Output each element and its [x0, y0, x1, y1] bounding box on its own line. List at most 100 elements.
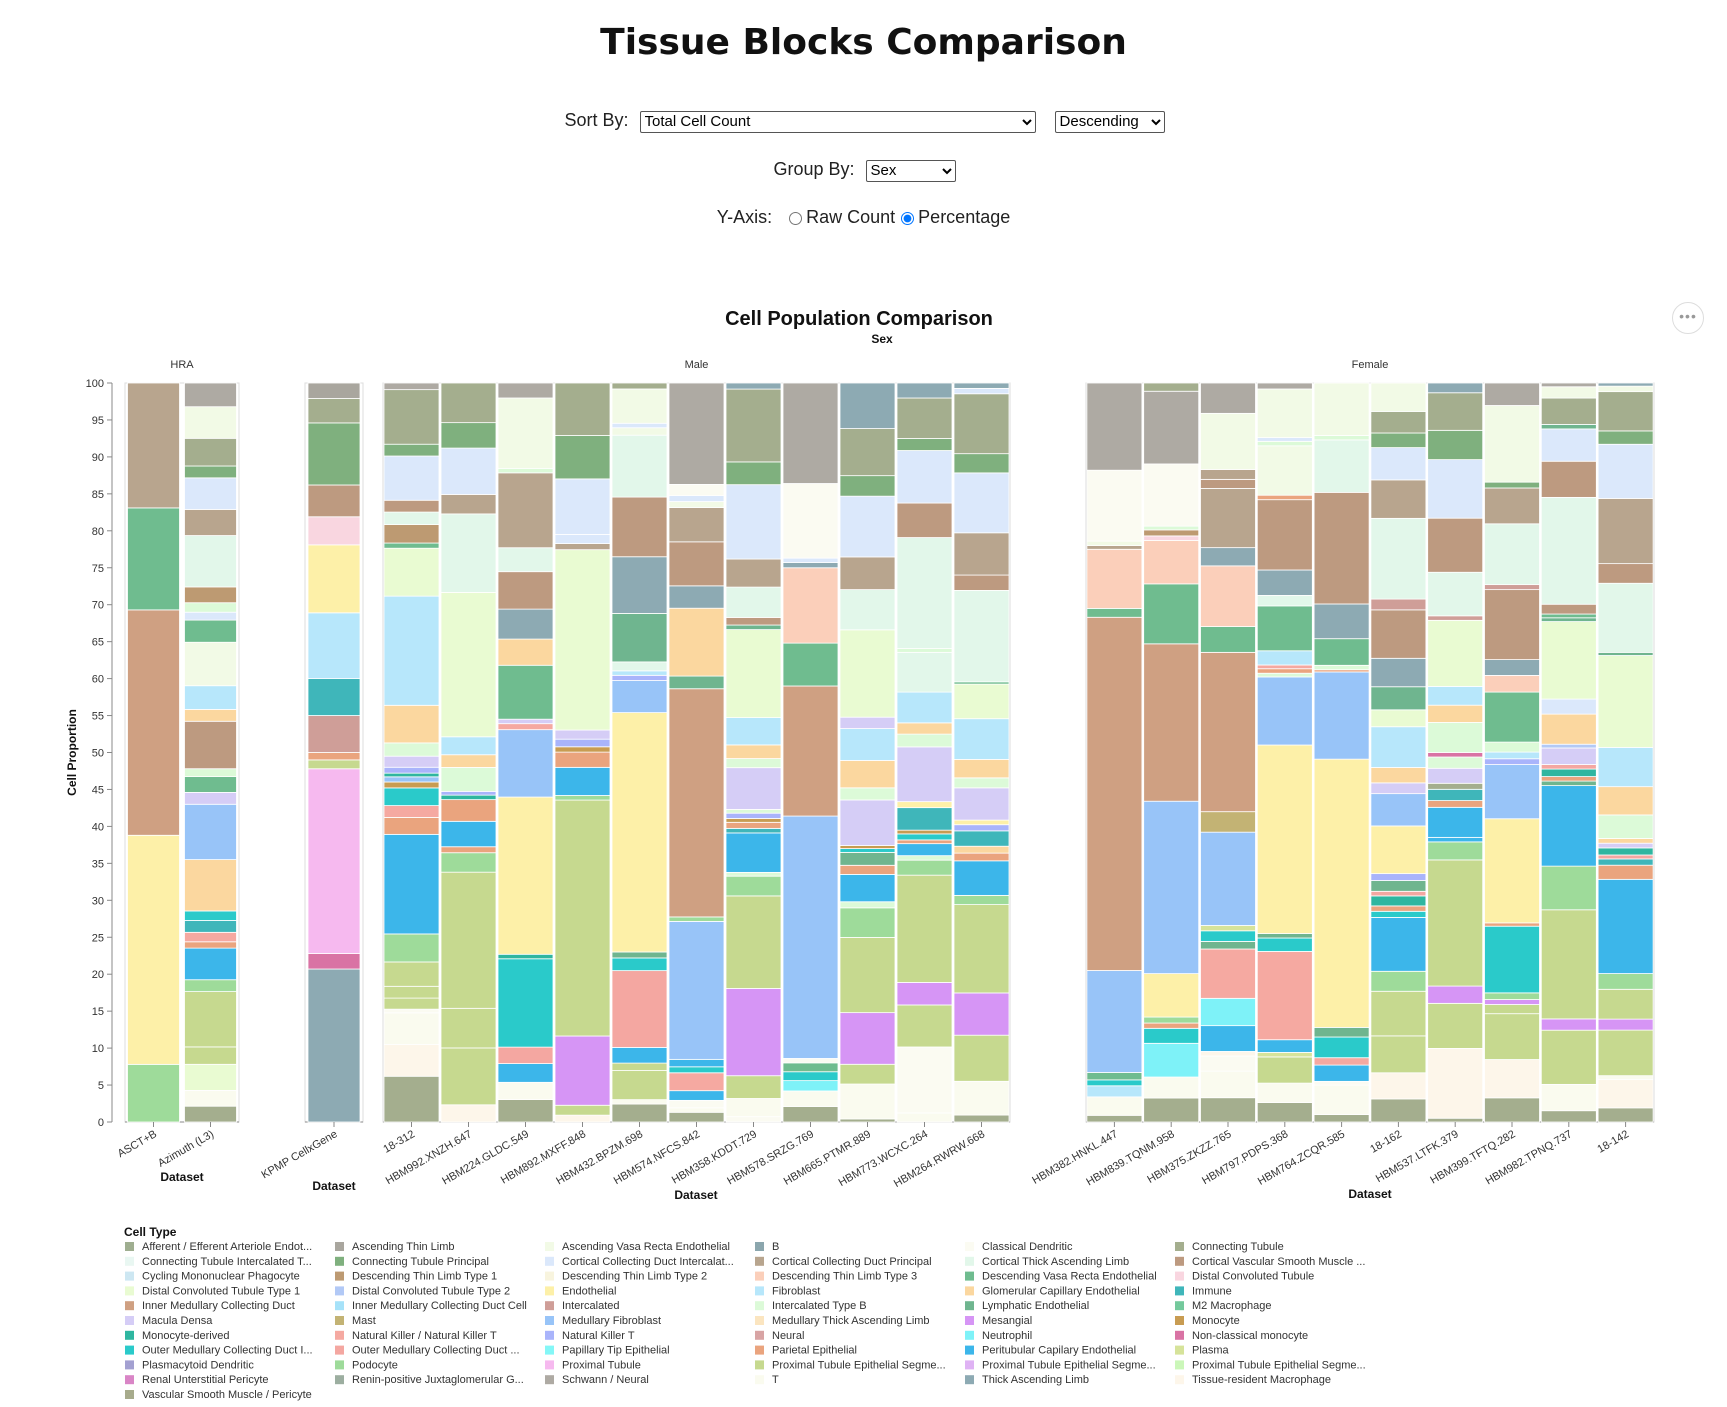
bar-segment: [611, 434, 668, 498]
bar-segment: [1370, 411, 1427, 434]
bar-segment: [184, 776, 237, 793]
bar-segment: [1484, 1004, 1540, 1015]
bar-segment: [1256, 672, 1313, 678]
legend-swatch: [755, 1375, 764, 1385]
bar-segment: [1256, 499, 1313, 571]
bar-segment: [554, 746, 611, 753]
legend-swatch: [335, 1286, 344, 1296]
bar-segment: [725, 821, 782, 829]
bar-segment: [839, 716, 896, 729]
legend-label: Inner Medullary Collecting Duct Cell: [352, 1300, 527, 1312]
bar-segment: [1540, 768, 1597, 777]
y-tick-label: 75: [92, 563, 104, 575]
bar-segment: [127, 609, 180, 836]
bar-segment: [497, 718, 554, 725]
legend-swatch: [545, 1286, 554, 1296]
sort-by-select[interactable]: Total Cell Count: [639, 110, 1036, 133]
x-tick-label: ASCT+B: [116, 1128, 159, 1160]
bar-segment: [1086, 1072, 1143, 1081]
legend-swatch: [125, 1390, 134, 1399]
bar-segment: [383, 511, 440, 526]
bar-segment: [1540, 713, 1597, 745]
bar-segment: [1540, 780, 1597, 787]
legend-swatch: [125, 1256, 134, 1266]
bar-segment: [1200, 412, 1256, 470]
legend-label: Distal Convoluted Tubule: [1192, 1271, 1314, 1283]
bar-segment: [1540, 743, 1597, 749]
bar-segment: [440, 790, 497, 796]
bar-segment: [725, 461, 782, 486]
bar-segment: [725, 1098, 782, 1118]
legend-label: Cortical Collecting Duct Principal: [772, 1256, 932, 1268]
bar-segment: [1427, 459, 1484, 519]
bar-segment: [307, 544, 361, 614]
bar-segment: [383, 382, 440, 391]
bar-segment: [1143, 535, 1200, 541]
bar-segment: [1143, 390, 1200, 465]
more-horizontal-icon[interactable]: •••: [1672, 302, 1704, 334]
bar-segment: [440, 820, 497, 848]
bar-segment: [184, 941, 237, 949]
bar-segment: [1256, 1102, 1313, 1123]
bar-segment: [1143, 539, 1200, 585]
x-tick-label: HBM432.BPZM.698: [554, 1128, 645, 1187]
y-tick-label: 5: [98, 1080, 104, 1092]
bar-segment: [953, 1034, 1010, 1082]
bar-segment: [1597, 563, 1654, 584]
legend-label: Proximal Tubule Epithelial Segme...: [772, 1359, 946, 1371]
bar-segment: [1484, 382, 1540, 406]
raw-count-label[interactable]: Raw Count: [806, 207, 896, 227]
bar-segment: [307, 759, 361, 770]
percentage-label[interactable]: Percentage: [918, 207, 1011, 227]
bar-segment: [1427, 836, 1484, 843]
bar-segment: [383, 1008, 440, 1014]
legend-label: Natural Killer / Natural Killer T: [352, 1330, 497, 1342]
bar-segment: [1597, 854, 1654, 860]
bar-segment: [1313, 439, 1370, 493]
bar-segment: [668, 688, 725, 918]
bar-segment: [1200, 811, 1256, 833]
bar-segment: [1256, 440, 1313, 447]
bar-segment: [1256, 951, 1313, 1041]
bar-segment: [497, 571, 554, 610]
group-by-select[interactable]: Sex: [865, 159, 956, 182]
legend-label: Immune: [1192, 1285, 1232, 1297]
bar-segment: [611, 680, 668, 714]
bar-segment: [896, 691, 953, 724]
legend-label: Macula Densa: [142, 1315, 213, 1327]
bar-segment: [1143, 973, 1200, 1018]
legend-label: Connecting Tubule Intercalated T...: [142, 1256, 312, 1268]
bar-segment: [839, 1063, 896, 1085]
bar-segment: [1597, 838, 1654, 844]
sort-by-label: Sort By:: [564, 110, 629, 130]
bar-segment: [184, 477, 237, 510]
x-tick-label: HBM264.RWRW.668: [892, 1128, 987, 1190]
percentage-radio[interactable]: [901, 211, 915, 225]
bar-segment: [1427, 704, 1484, 723]
legend-label: Intercalated Type B: [772, 1300, 867, 1312]
bar-segment: [184, 1105, 237, 1123]
bar-segment: [1597, 1018, 1654, 1031]
bar-segment: [1143, 525, 1200, 531]
bar-segment: [383, 542, 440, 549]
bar-segment: [953, 860, 1010, 896]
bar-segment: [1256, 437, 1313, 442]
y-tick-label: 30: [92, 895, 104, 907]
bar-segment: [896, 438, 953, 451]
bar-segment: [1370, 598, 1427, 611]
bar-segment: [1370, 970, 1427, 992]
bar-segment: [953, 393, 1010, 455]
legend-swatch: [755, 1256, 764, 1266]
bar-segment: [184, 509, 237, 536]
bar-segment: [896, 843, 953, 857]
bar-segment: [383, 524, 440, 544]
bar-segment: [1200, 831, 1256, 926]
bar-segment: [184, 1063, 237, 1091]
sort-order-select[interactable]: Descending: [1054, 110, 1165, 133]
bar-segment: [725, 809, 782, 814]
raw-count-radio[interactable]: [789, 211, 803, 225]
bar-segment: [1540, 460, 1597, 498]
bar-segment: [1256, 937, 1313, 952]
bar-segment: [440, 852, 497, 873]
legend-swatch: [545, 1330, 554, 1340]
